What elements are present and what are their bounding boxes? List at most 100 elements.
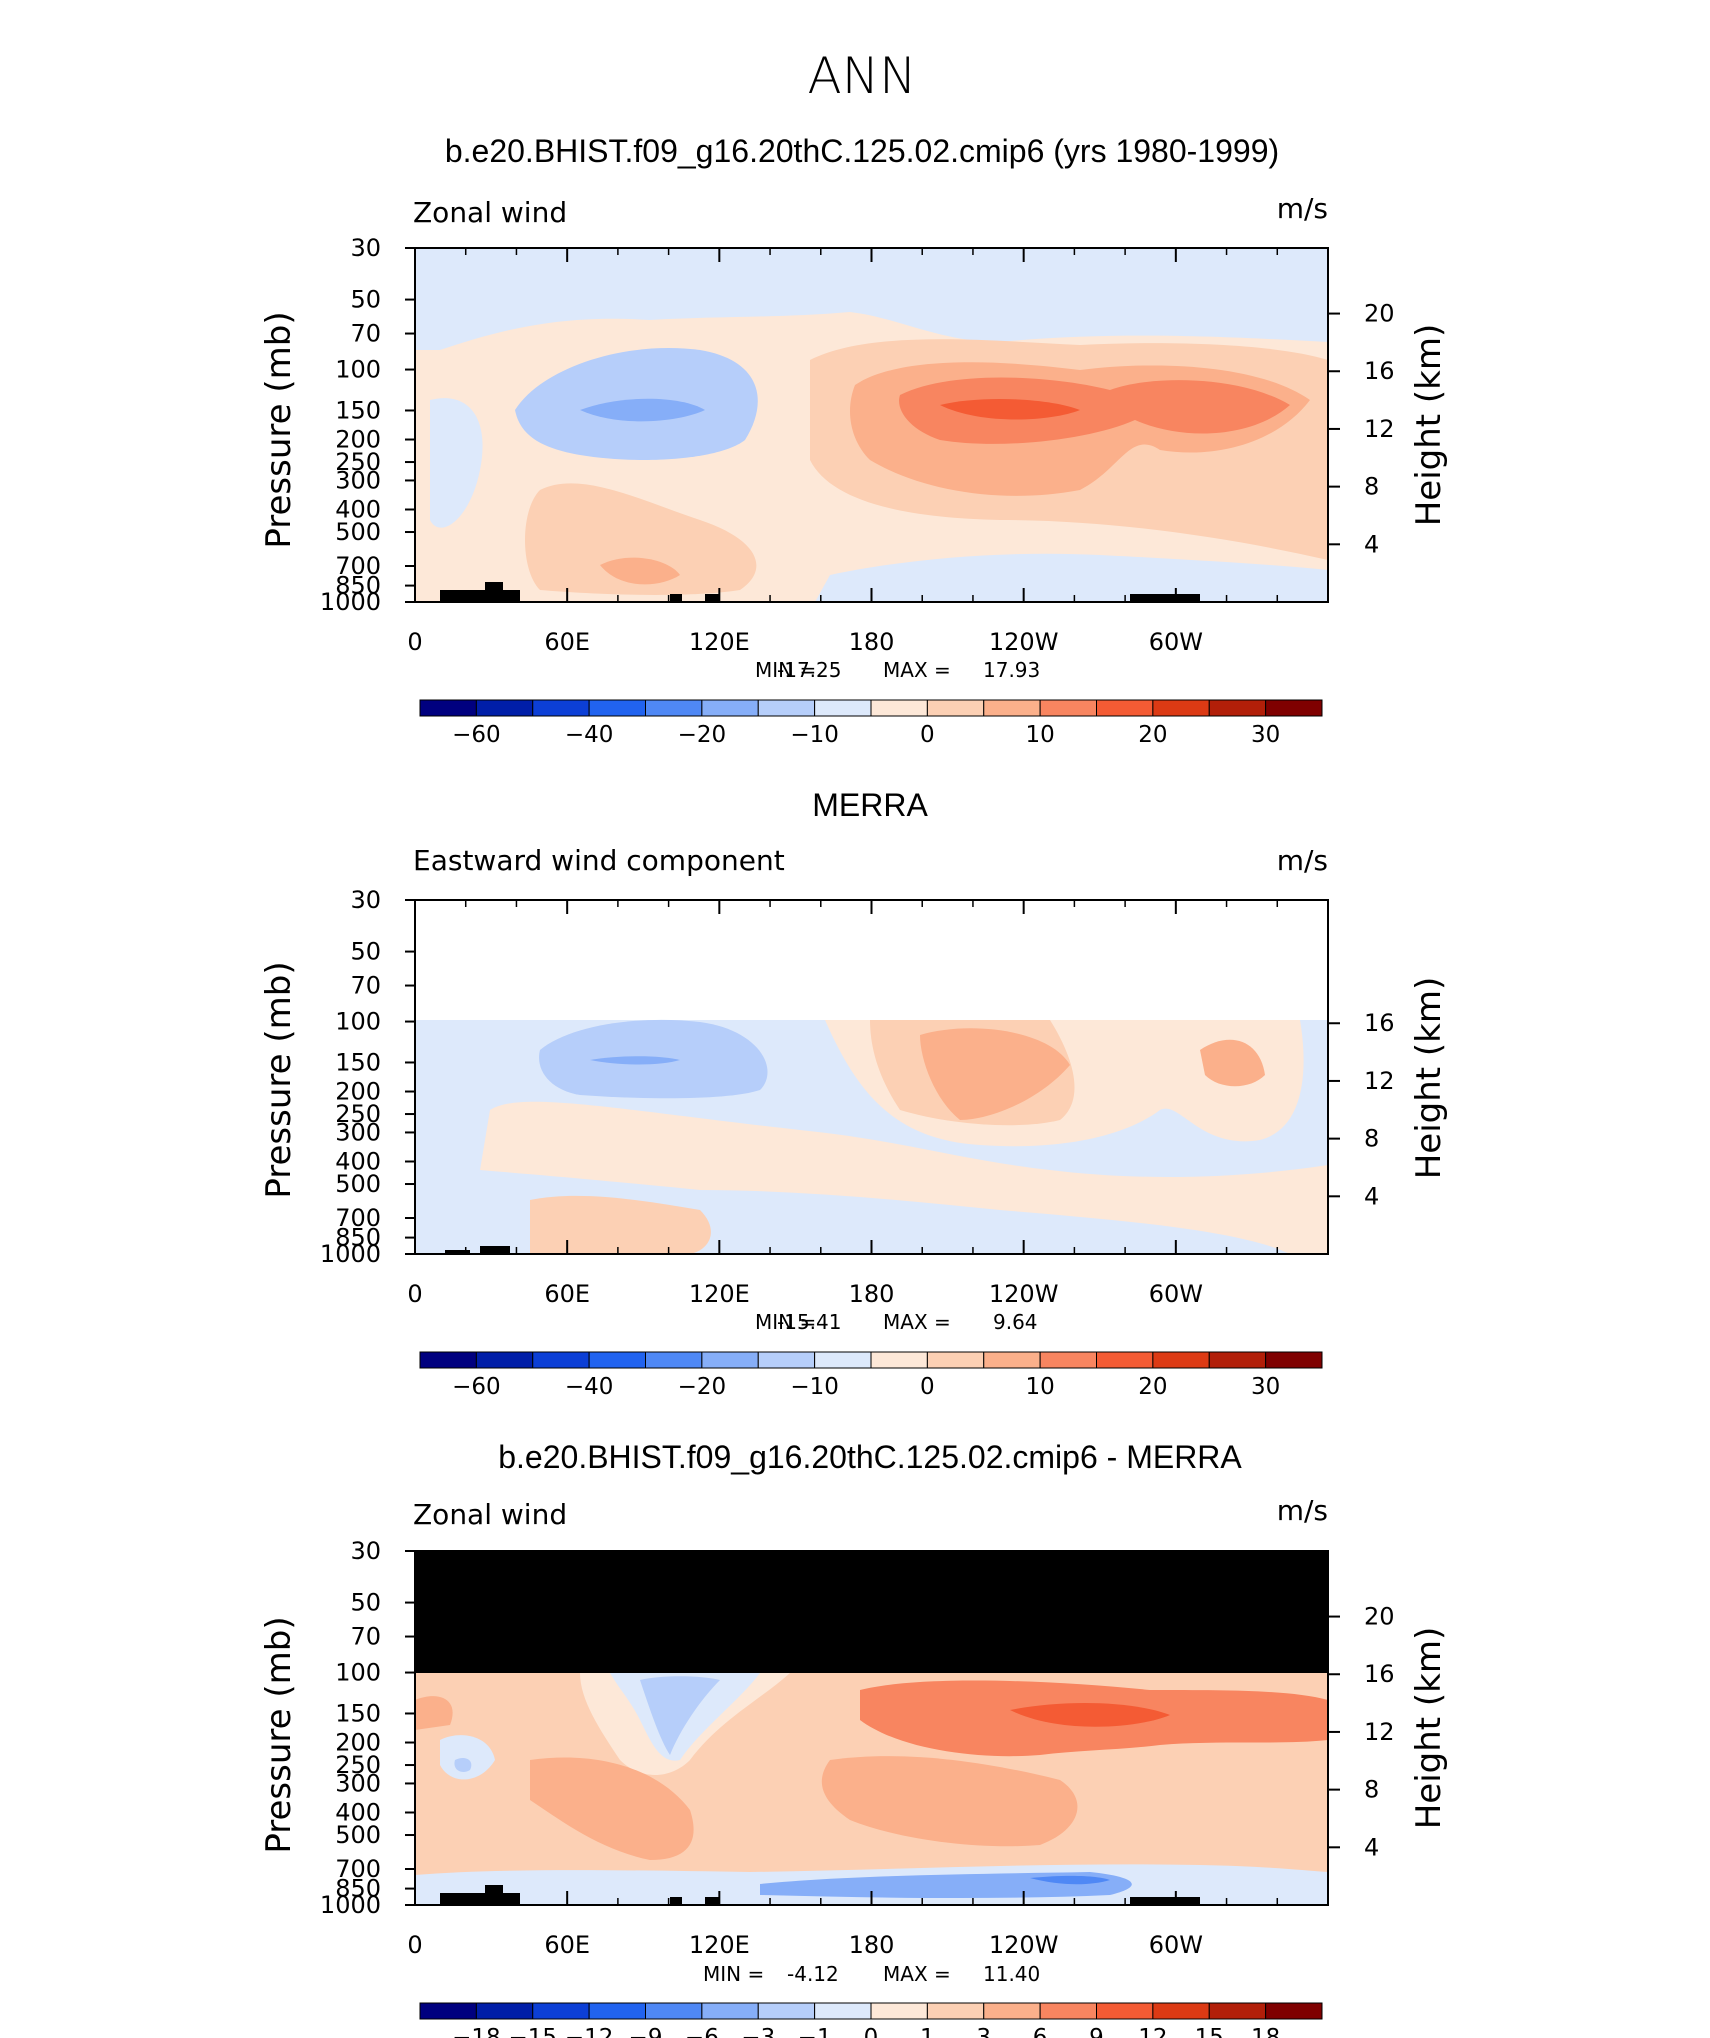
contour-blue-lower [815, 553, 1328, 602]
y-tick-label: 400 [335, 495, 381, 523]
y-tick-label: 300 [335, 1769, 381, 1797]
colorbar-label: 10 [1025, 1374, 1054, 1400]
colorbar-swatch [701, 1351, 759, 1369]
height-tick-label: 16 [1364, 1660, 1395, 1688]
x-tick-label: 120E [689, 1280, 750, 1308]
colorbar-label: −40 [565, 722, 614, 748]
y-tick-label: 100 [335, 1659, 381, 1687]
right-axis-label: Height (km) [1409, 977, 1449, 1180]
colorbar-swatch [1096, 699, 1154, 717]
y-tick-label: 400 [335, 1798, 381, 1826]
y-tick-label: 250 [335, 448, 381, 476]
y-tick-label: 250 [335, 1100, 381, 1128]
colorbar-swatch [1096, 2002, 1154, 2020]
colorbar-label: 0 [920, 1374, 935, 1400]
x-tick-label: 120E [689, 1931, 750, 1959]
contour-blue-left [440, 1735, 495, 1780]
x-tick-label: 60E [544, 1931, 590, 1959]
colorbar-swatch [983, 699, 1041, 717]
contour-red-lower-left [530, 1757, 694, 1860]
colorbar-label: 30 [1251, 1374, 1280, 1400]
y-tick-label: 1000 [320, 1240, 381, 1268]
y-tick-label: 30 [350, 1537, 381, 1565]
y-tick-label: 500 [335, 518, 381, 546]
height-tick-label: 8 [1364, 473, 1379, 501]
contour-red-upper-core [920, 1028, 1070, 1120]
y-tick-label: 1000 [320, 1891, 381, 1919]
y-tick-label: 300 [335, 466, 381, 494]
variable-label: Zonal wind [413, 196, 567, 229]
x-tick-label: 0 [407, 628, 422, 656]
y-tick-label: 850 [335, 1224, 381, 1252]
y-tick-label: 150 [335, 1048, 381, 1076]
y-tick-label: 70 [350, 1623, 381, 1651]
contour-field [415, 1551, 1328, 1905]
colorbar-label: −6 [685, 2025, 719, 2038]
y-tick-label: 700 [335, 1204, 381, 1232]
height-tick-label: 12 [1364, 1067, 1395, 1095]
units-label: m/s [1277, 192, 1328, 225]
contour-blue-left [430, 398, 483, 528]
colorbar: −18 −15 −12 −9 −6 −3 −1 0 1 3 6 9 12 15 18 [419, 2002, 1323, 2038]
colorbar-label: −9 [629, 2025, 663, 2038]
super-title: ANN [807, 47, 916, 105]
max-value: 9.64 [993, 1310, 1038, 1334]
contour-red-left-edge [415, 1696, 453, 1730]
colorbar-swatch [814, 2002, 872, 2020]
colorbar-swatch [870, 2002, 928, 2020]
contour-field [415, 248, 1328, 602]
y-tick-label: 70 [350, 972, 381, 1000]
colorbar-swatch [814, 699, 872, 717]
panel-model: b.e20.BHIST.f09_g16.20thC.125.02.cmip6 (… [259, 133, 1449, 748]
colorbar-swatch [926, 2002, 985, 2020]
x-tick-label: 180 [849, 1280, 895, 1308]
units-label: m/s [1277, 1494, 1328, 1527]
colorbar-label: 9 [1089, 2025, 1104, 2038]
y-tick-label: 1000 [320, 588, 381, 616]
colorbar-swatch [645, 2002, 703, 2020]
y-tick-label: 150 [335, 1699, 381, 1727]
colorbar-label: −60 [452, 1374, 501, 1400]
colorbar-label: −10 [790, 1374, 839, 1400]
colorbar-swatch [1039, 2002, 1097, 2020]
colorbar-swatch [1039, 1351, 1097, 1369]
x-tick-label: 120W [989, 1931, 1059, 1959]
y-axis-label: Pressure (mb) [259, 961, 299, 1198]
max-label: MAX = [883, 658, 951, 682]
colorbar-label: −12 [565, 2025, 614, 2038]
axes: 0 60E 120E 180 120W 60W3050701001502002503004… [320, 234, 1395, 656]
height-tick-label: 16 [1364, 1009, 1395, 1037]
contour-blue-core [580, 398, 705, 422]
y-axis-label: Pressure (mb) [259, 1616, 299, 1853]
colorbar-label: 0 [864, 2025, 879, 2038]
min-value: -4.12 [787, 1962, 839, 1986]
contour-blue-core [590, 1056, 680, 1065]
colorbar: −60 −40 −20 −10 0 10 20 30 [419, 1351, 1323, 1400]
x-tick-label: 0 [407, 1280, 422, 1308]
y-tick-label: 700 [335, 1855, 381, 1883]
axes: 0 60E 120E 180 120W 60W3050701001502002503004… [320, 1537, 1395, 1959]
right-axis-label: Height (km) [1409, 324, 1449, 527]
x-tick-label: 60E [544, 1280, 590, 1308]
colorbar-swatch [1208, 1351, 1267, 1369]
colorbar-swatch [870, 1351, 928, 1369]
panel-title: MERRA [812, 787, 928, 823]
y-tick-label: 30 [350, 234, 381, 262]
variable-label: Eastward wind component [413, 844, 785, 877]
y-tick-label: 200 [335, 1078, 381, 1106]
colorbar-label: 1 [920, 2025, 935, 2038]
colorbar-swatch [1265, 1351, 1323, 1369]
colorbar-swatch [1265, 2002, 1323, 2020]
colorbar-swatch [757, 1351, 816, 1369]
colorbar-swatch [588, 2002, 646, 2020]
colorbar-swatch [532, 699, 590, 717]
y-tick-label: 500 [335, 1170, 381, 1198]
contour-red-mid-band [480, 1101, 1328, 1254]
x-tick-label: 60W [1149, 628, 1203, 656]
colorbar-swatch [475, 2002, 534, 2020]
y-tick-label: 250 [335, 1751, 381, 1779]
colorbar-swatch [983, 1351, 1041, 1369]
colorbar-swatch [532, 1351, 590, 1369]
colorbar-swatch [1152, 2002, 1210, 2020]
